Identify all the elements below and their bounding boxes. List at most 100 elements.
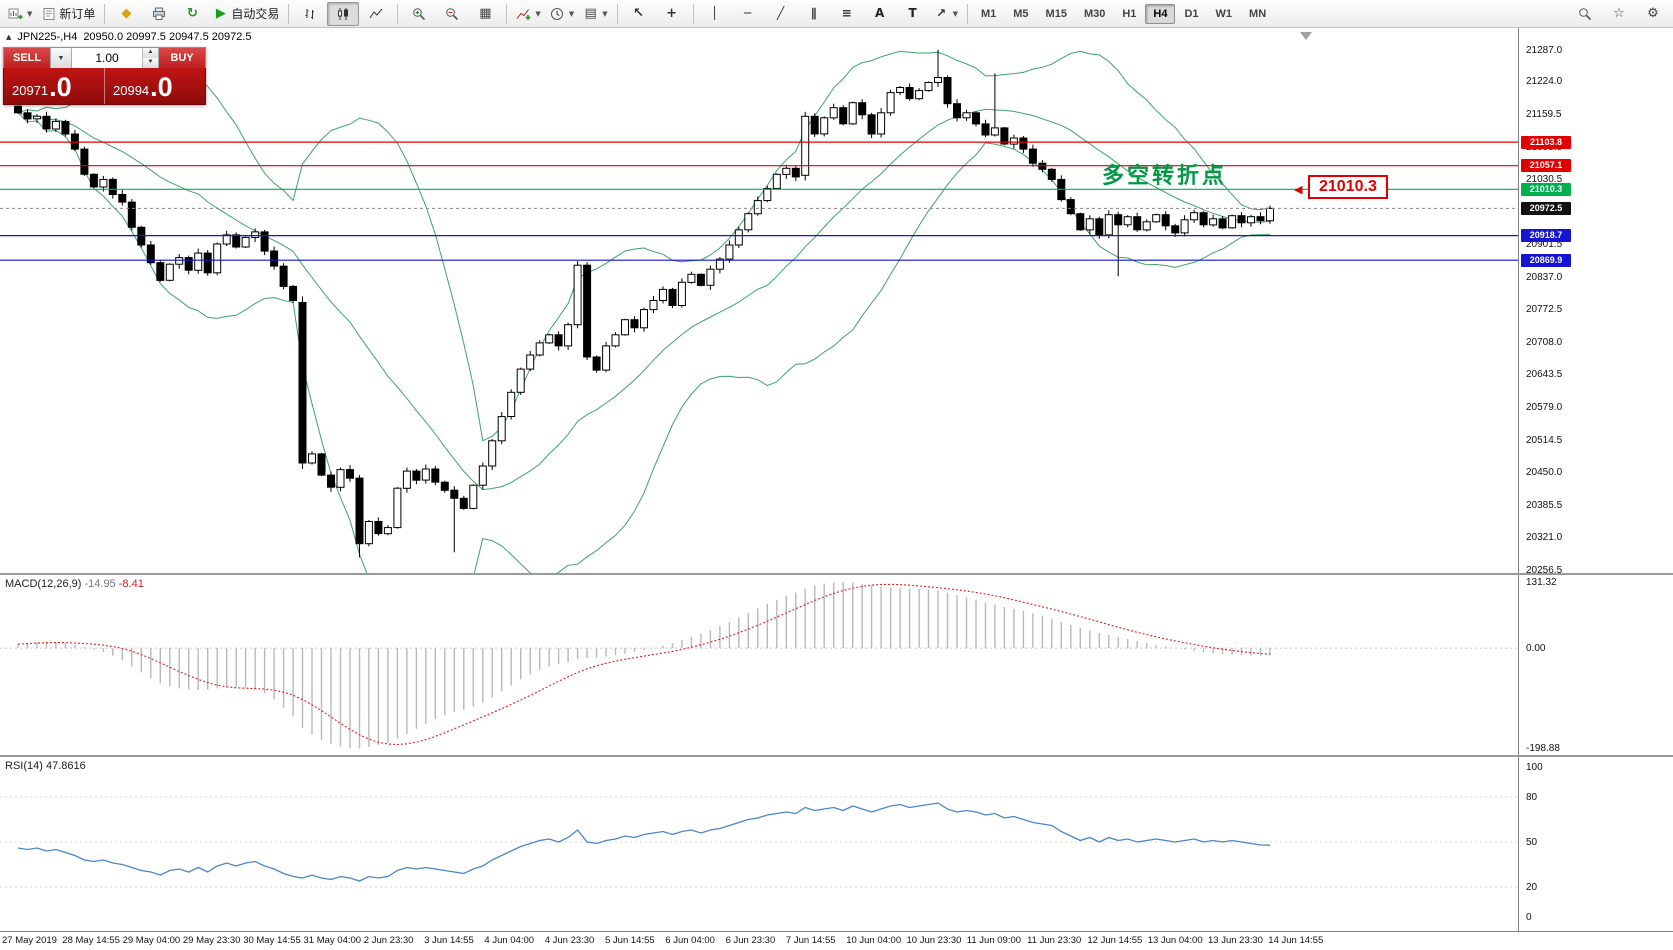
hline-button[interactable]: ─ — [732, 2, 764, 26]
text-icon: A — [874, 6, 885, 20]
channel-icon: ∥ — [810, 6, 817, 20]
vline-button[interactable]: │ — [699, 2, 731, 26]
time-axis-label: 2 Jun 23:30 — [363, 935, 414, 946]
chart-candles-button[interactable] — [327, 1, 360, 26]
label-icon: T — [908, 6, 917, 20]
arrows-dropdown-icon[interactable]: ▼ — [952, 9, 958, 18]
chart-line-button[interactable] — [360, 2, 392, 26]
time-axis-label: 13 Jun 23:30 — [1208, 935, 1263, 946]
timeframe-mn-button[interactable]: MN — [1249, 7, 1267, 20]
toolbar-separator — [104, 3, 106, 24]
price-plot[interactable] — [0, 28, 1518, 573]
rsi-panel[interactable]: RSI(14) 47.8616 100 80 50 20 0 — [0, 757, 1673, 931]
time-axis-label: 29 May 04:00 — [122, 935, 181, 946]
macd-panel[interactable]: MACD(12,26,9) -14.95 -8.41 131.32 0.00 -19… — [0, 575, 1673, 755]
tile-windows-button[interactable]: ▦ — [469, 2, 501, 26]
fibonacci-icon: ≡ — [841, 6, 852, 20]
macd-axis-label: 0.00 — [1526, 643, 1546, 655]
templates-button[interactable]: ▤ ▼ — [579, 2, 611, 26]
indicators-dropdown-icon[interactable]: ▼ — [535, 9, 541, 18]
autotrading-button[interactable]: ▶ 自动交易 — [209, 2, 283, 26]
chart-bars-button[interactable] — [294, 2, 326, 26]
price-chart-panel[interactable]: ▲ JPN225-,H4 20950.0 20997.5 20947.5 209… — [0, 28, 1673, 576]
time-axis-label: 4 Jun 23:30 — [544, 935, 595, 946]
chart-expand-icon[interactable]: ▲ — [6, 33, 12, 41]
price-axis-label: 20321.0 — [1526, 532, 1563, 544]
timeframe-m1-button[interactable]: M1 — [980, 7, 997, 20]
crosshair-button[interactable]: + — [656, 2, 688, 26]
price-tag: 20918.7 — [1521, 229, 1571, 243]
templates-dropdown-icon[interactable]: ▼ — [602, 9, 608, 18]
chart-shift-marker[interactable] — [1300, 32, 1312, 40]
timeframe-w1-button[interactable]: W1 — [1215, 7, 1233, 20]
trendline-icon: ╱ — [776, 6, 785, 20]
timeframe-m30-button[interactable]: M30 — [1083, 7, 1106, 20]
sell-price-display[interactable]: 20971.0 — [12, 72, 72, 102]
autotrading-label: 自动交易 — [231, 7, 280, 21]
price-axis-label: 21030.5 — [1526, 174, 1563, 186]
timeframe-m15-button[interactable]: M15 — [1045, 7, 1067, 20]
macd-histogram — [17, 582, 1271, 749]
timeframe-h4-button[interactable]: H4 — [1145, 3, 1176, 24]
periods-dropdown-icon[interactable]: ▼ — [568, 9, 575, 18]
timeframe-m5-button[interactable]: M5 — [1013, 7, 1029, 20]
symbols-icon: ◆ — [121, 6, 132, 21]
timeframe-h1-button[interactable]: H1 — [1122, 7, 1137, 20]
arrows-button[interactable]: ↗ ▼ — [930, 2, 962, 26]
refresh-icon: ↻ — [186, 6, 198, 21]
macd-axis[interactable]: 131.32 0.00 -198.88 — [1518, 575, 1673, 755]
settings-icon: ⚙ — [1647, 6, 1659, 21]
settings-button[interactable]: ⚙ — [1637, 2, 1669, 26]
time-axis-label: 6 Jun 04:00 — [665, 935, 715, 946]
price-axis-label: 21159.5 — [1526, 109, 1562, 121]
zoom-out-button[interactable] — [436, 2, 468, 26]
periods-button[interactable]: ▼ — [546, 2, 578, 26]
print-button[interactable] — [143, 2, 175, 26]
macd-plot[interactable] — [0, 575, 1518, 755]
order-type-dropdown[interactable]: ▼ — [50, 48, 72, 68]
volume-down-button[interactable]: ▼ — [143, 58, 158, 68]
chart-ohlc-values: 20950.0 20997.5 20947.5 20972.5 — [83, 31, 252, 43]
price-callout-box[interactable]: 21010.3 — [1308, 175, 1388, 199]
rsi-axis-label: 80 — [1526, 792, 1538, 803]
fibonacci-button[interactable]: ≡ — [831, 2, 863, 26]
time-axis[interactable]: 27 May 2019 28 May 14:55 29 May 04:00 29 Ma… — [0, 931, 1673, 950]
rsi-label: RSI(14) 47.8616 — [5, 760, 86, 772]
chart-bars-icon — [303, 6, 318, 21]
rsi-axis-label: 100 — [1526, 762, 1543, 773]
time-axis-label: 31 May 04:00 — [303, 935, 362, 946]
rsi-plot[interactable] — [0, 757, 1518, 931]
new-order-button[interactable]: 新订单 — [37, 2, 99, 26]
chart-annotation-text[interactable]: 多空转折点 — [1102, 163, 1228, 188]
new-chart-button[interactable]: ▼ — [4, 2, 36, 26]
chart-line-icon — [369, 6, 384, 21]
label-button[interactable]: T — [897, 2, 929, 26]
time-axis-label: 12 Jun 14:55 — [1087, 935, 1143, 946]
zoom-in-button[interactable] — [403, 2, 435, 26]
volume-up-button[interactable]: ▲ — [143, 48, 158, 58]
text-button[interactable]: A — [864, 2, 896, 26]
trendline-button[interactable]: ╱ — [765, 2, 797, 26]
search-button[interactable] — [1569, 2, 1601, 26]
channel-button[interactable]: ∥ — [798, 2, 830, 26]
new-order-icon — [41, 6, 56, 21]
volume-input[interactable] — [72, 48, 142, 68]
timeframe-d1-button[interactable]: D1 — [1184, 7, 1199, 20]
price-tag: 20972.5 — [1521, 201, 1571, 215]
refresh-button[interactable]: ↻ — [176, 2, 208, 26]
buy-button[interactable]: BUY — [159, 48, 205, 68]
time-axis-label: 27 May 2019 — [2, 935, 57, 946]
new-chart-dropdown-icon[interactable]: ▼ — [27, 9, 33, 18]
symbols-button[interactable]: ◆ — [110, 2, 142, 26]
favorites-button[interactable]: ☆ — [1603, 2, 1635, 26]
price-axis[interactable]: 21287.021224.021159.521095.021030.520901… — [1518, 28, 1673, 576]
buy-price-display[interactable]: 20994.0 — [104, 68, 205, 104]
one-click-trading-widget: SELL ▼ ▲ ▼ BUY 20971.0 20994.0 — [3, 47, 206, 105]
indicators-button[interactable]: ▼ — [512, 2, 544, 26]
rsi-axis[interactable]: 100 80 50 20 0 — [1518, 757, 1673, 931]
horizontal-line-objects[interactable] — [0, 141, 1518, 261]
new-chart-icon — [8, 6, 23, 21]
sell-button[interactable]: SELL — [4, 48, 50, 68]
cursor-button[interactable]: ↖ — [623, 2, 655, 26]
callout-arrow-icon: ◀ — [1294, 183, 1303, 196]
